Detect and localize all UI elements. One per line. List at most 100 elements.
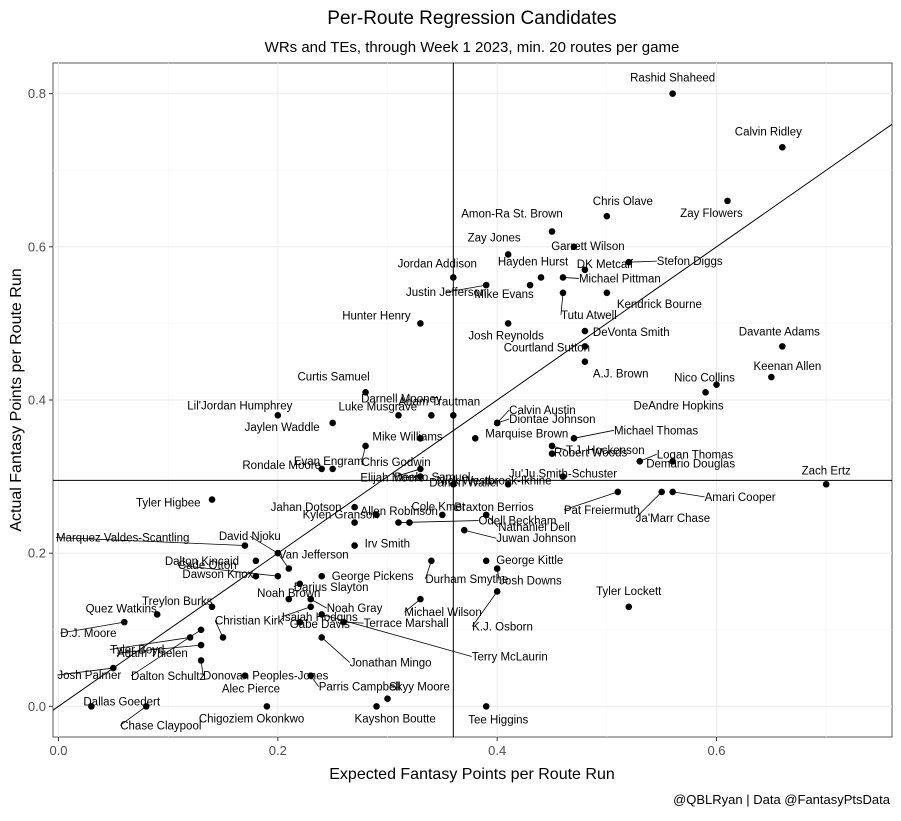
x-tick-label: 0.0 bbox=[49, 743, 67, 758]
data-point bbox=[252, 557, 260, 565]
data-point bbox=[417, 434, 424, 442]
label-leader-line bbox=[394, 468, 421, 478]
data-point bbox=[450, 480, 457, 488]
label-leader-line bbox=[321, 614, 472, 657]
data-point bbox=[285, 565, 293, 572]
label-leader-line bbox=[560, 292, 564, 315]
data-point bbox=[669, 90, 676, 97]
data-point bbox=[548, 450, 556, 457]
point-label: Deebo Samuel bbox=[394, 472, 470, 484]
point-label: Garrett Wilson bbox=[551, 241, 625, 253]
data-point bbox=[307, 603, 315, 611]
point-label: K.J. Osborn bbox=[472, 621, 533, 633]
data-point bbox=[779, 143, 786, 151]
x-tick-label: 0.4 bbox=[488, 743, 506, 758]
point-label: Gabe Davis bbox=[290, 619, 350, 631]
label-leader-line bbox=[573, 429, 615, 439]
data-point bbox=[471, 434, 479, 442]
point-label: Stefon Diggs bbox=[657, 256, 723, 268]
point-label: Marquise Brown bbox=[485, 428, 568, 440]
point-label: Nico Collins bbox=[674, 373, 735, 385]
point-label: Van Jefferson bbox=[279, 550, 349, 562]
data-point bbox=[482, 703, 490, 710]
point-label: Rashid Shaheed bbox=[630, 73, 715, 85]
point-label: Tyler Higbee bbox=[136, 498, 201, 510]
label-leader-line bbox=[628, 260, 657, 263]
data-point bbox=[669, 457, 676, 465]
point-label: Jordan Addison bbox=[398, 258, 477, 270]
point-label: Chase Claypool bbox=[120, 720, 201, 732]
point-label: Dallas Goedert bbox=[83, 696, 161, 708]
data-point bbox=[493, 588, 501, 595]
data-point bbox=[362, 389, 369, 396]
point-label: DeAndre Hopkins bbox=[634, 400, 724, 412]
label-leader-line bbox=[343, 621, 364, 624]
data-point bbox=[208, 496, 216, 503]
grid-lines bbox=[53, 63, 892, 737]
data-point bbox=[417, 473, 424, 480]
data-point bbox=[428, 412, 435, 419]
point-label: Amari Cooper bbox=[705, 492, 776, 504]
data-point bbox=[603, 212, 611, 220]
point-label: Adam Thielen bbox=[117, 648, 188, 660]
point-label: David Njoku bbox=[219, 531, 281, 543]
point-label: Mike Evans bbox=[474, 289, 534, 301]
point-label: Luke Musgrave bbox=[338, 401, 417, 413]
point-label: Allen Robinson bbox=[361, 506, 438, 518]
label-leader-line bbox=[110, 637, 191, 650]
data-point bbox=[274, 412, 282, 419]
point-label: Nathaniel Dell bbox=[498, 522, 570, 534]
point-label: Isaiah Hodgins bbox=[282, 612, 358, 624]
data-point bbox=[439, 511, 446, 519]
x-tick-label: 0.6 bbox=[707, 743, 725, 758]
point-label: Juwan Johnson bbox=[496, 533, 576, 545]
data-point bbox=[285, 595, 293, 603]
data-point bbox=[603, 289, 611, 297]
data-point bbox=[581, 266, 589, 274]
point-label: Josh Downs bbox=[499, 576, 562, 588]
x-axis-title: Expected Fantasy Points per Route Run bbox=[329, 766, 615, 783]
point-label: Zay Flowers bbox=[680, 208, 743, 220]
label-leader-line bbox=[562, 277, 580, 279]
data-point bbox=[526, 281, 534, 289]
label-leader-line bbox=[200, 660, 204, 676]
point-label: Tutu Atwell bbox=[561, 310, 617, 322]
chart-title: Per-Route Regression Candidates bbox=[327, 8, 616, 29]
data-point bbox=[88, 703, 95, 710]
data-point bbox=[581, 358, 589, 366]
point-label: Jahan Dotson bbox=[271, 502, 342, 514]
y-axis-title: Actual Fantasy Points per Route Run bbox=[8, 268, 25, 531]
data-point bbox=[702, 389, 709, 396]
point-label: Robert Woods bbox=[554, 448, 628, 460]
label-leader-line bbox=[214, 620, 224, 638]
point-label: Terrace Marshall bbox=[364, 618, 449, 630]
point-label: Hayden Hurst bbox=[498, 256, 569, 268]
label-leader-line bbox=[635, 491, 662, 519]
label-leader-line bbox=[639, 453, 657, 462]
point-label: Josh Reynolds bbox=[468, 330, 544, 342]
label-leader-line bbox=[496, 568, 500, 581]
point-label: Jaylen Waddle bbox=[245, 422, 320, 434]
point-label: Kylen Granson bbox=[303, 510, 379, 522]
point-label: Terry McLaurin bbox=[472, 651, 548, 663]
data-point bbox=[395, 412, 402, 419]
label-leader-line bbox=[130, 629, 202, 677]
label-leader-line bbox=[119, 706, 147, 726]
point-label: D.J. Moore bbox=[60, 628, 116, 640]
point-label: Rondale Moore bbox=[242, 460, 321, 472]
point-label: Mike Williams bbox=[372, 431, 443, 443]
point-label: Treylon Burks bbox=[142, 596, 213, 608]
point-label: Courtland Sutton bbox=[504, 342, 590, 354]
point-label: Kendrick Bourne bbox=[617, 299, 702, 311]
label-leader-line bbox=[551, 445, 567, 451]
point-label: Dalton Schultz bbox=[131, 671, 205, 683]
label-leader-line bbox=[497, 418, 510, 424]
label-leader-line bbox=[485, 514, 499, 528]
data-point bbox=[373, 511, 380, 519]
label-leader-line bbox=[57, 667, 114, 676]
data-point bbox=[153, 611, 161, 618]
point-label: Zay Jones bbox=[468, 232, 521, 244]
label-leader-line bbox=[446, 284, 487, 293]
data-point bbox=[768, 373, 775, 381]
label-leader-line bbox=[249, 535, 279, 554]
